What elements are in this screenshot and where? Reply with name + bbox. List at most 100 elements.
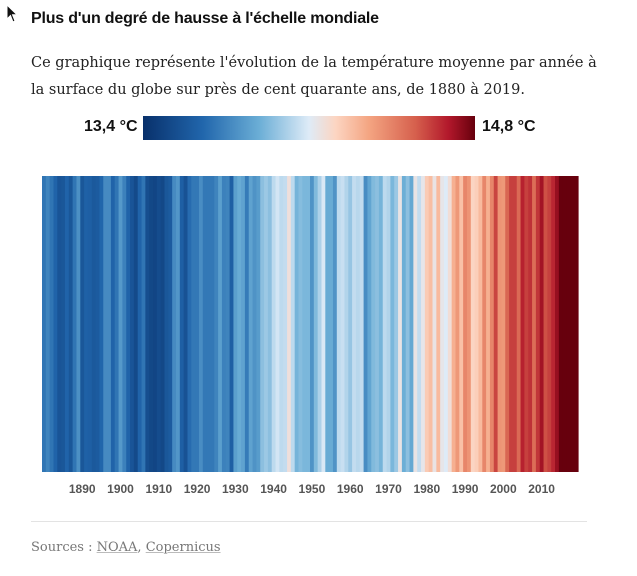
x-tick-label-1920: 1920 (184, 482, 211, 496)
stripe-1927 (221, 176, 227, 472)
stripe-1970 (386, 176, 391, 472)
stripe-1937 (260, 176, 265, 472)
stripe-1959 (344, 176, 349, 472)
stripe-1920 (195, 176, 200, 472)
stripe-1943 (283, 176, 288, 472)
stripe-1904 (133, 176, 139, 472)
x-tick-label-1910: 1910 (145, 482, 172, 496)
stripe-1892 (87, 176, 93, 472)
stripe-1919 (191, 176, 196, 472)
stripe-1906 (141, 176, 146, 472)
stripe-1898 (110, 176, 116, 472)
stripe-1921 (198, 176, 204, 472)
stripe-1888 (72, 176, 78, 472)
stripe-1984 (440, 176, 445, 472)
x-tick-label-1940: 1940 (260, 482, 287, 496)
stripe-1940 (271, 176, 277, 472)
stripe-1952 (317, 176, 323, 472)
stripe-2016 (562, 176, 568, 472)
stripe-1928 (225, 176, 231, 472)
stripe-1931 (237, 176, 242, 472)
x-tick-label-2010: 2010 (528, 482, 555, 496)
stripe-1971 (390, 176, 395, 472)
stripe-1908 (149, 176, 154, 472)
stripe-1996 (486, 176, 491, 472)
stripe-1932 (241, 176, 246, 472)
stripe-1990 (463, 176, 468, 472)
stripe-1913 (168, 176, 173, 472)
stripe-1909 (153, 176, 158, 472)
stripe-1985 (444, 176, 449, 472)
stripe-1993 (474, 176, 480, 472)
stripe-1883 (53, 176, 58, 472)
stripe-1942 (279, 176, 284, 472)
stripe-1950 (310, 176, 315, 472)
stripe-1973 (398, 176, 403, 472)
stripes (42, 176, 579, 472)
stripe-1895 (99, 176, 104, 472)
x-tick-label-1890: 1890 (69, 482, 96, 496)
stripe-1972 (394, 176, 399, 472)
stripe-1891 (84, 176, 89, 472)
stripe-1915 (176, 176, 181, 472)
source-link-noaa[interactable]: NOAA (96, 540, 138, 555)
stripe-2003 (512, 176, 518, 472)
stripe-1901 (122, 176, 127, 472)
stripe-1991 (466, 176, 472, 472)
stripe-1954 (325, 176, 330, 472)
stripe-1974 (401, 176, 407, 472)
stripe-1975 (405, 176, 411, 472)
stripe-2017 (566, 176, 571, 472)
stripe-1956 (332, 176, 338, 472)
stripe-1994 (478, 176, 483, 472)
source-link-copernicus[interactable]: Copernicus (145, 540, 221, 555)
stripe-1976 (409, 176, 414, 472)
stripe-1917 (183, 176, 189, 472)
stripe-1960 (348, 176, 353, 472)
stripe-1910 (156, 176, 162, 472)
x-tick-label-1990: 1990 (452, 482, 479, 496)
stripe-2001 (505, 176, 510, 472)
color-scale-legend: 13,4 °C 14,8 °C (0, 116, 637, 142)
stripe-1978 (417, 176, 422, 472)
stripe-1938 (264, 176, 269, 472)
divider (31, 521, 587, 522)
stripe-1936 (256, 176, 261, 472)
stripe-2007 (528, 176, 533, 472)
stripe-1924 (210, 176, 215, 472)
stripe-1987 (451, 176, 457, 472)
scale-max-label: 14,8 °C (482, 118, 536, 135)
stripe-1925 (214, 176, 219, 472)
mouse-cursor-icon (6, 4, 19, 23)
stripe-1957 (336, 176, 342, 472)
stripe-2008 (532, 176, 537, 472)
x-tick-label-1900: 1900 (107, 482, 134, 496)
stripe-1912 (164, 176, 169, 472)
stripe-1966 (371, 176, 376, 472)
stripe-1902 (126, 176, 131, 472)
warming-stripes-chart: 1890 1900 1910 1920 1930 1940 1950 1960 1970 1980… (42, 176, 579, 496)
stripe-1889 (76, 176, 81, 472)
x-tick-label-1980: 1980 (413, 482, 440, 496)
sources-separator: , (137, 540, 146, 555)
stripe-1963 (359, 176, 365, 472)
stripe-1983 (436, 176, 441, 472)
stripe-1944 (287, 176, 292, 472)
x-tick-label-1960: 1960 (337, 482, 364, 496)
stripe-1930 (233, 176, 238, 472)
stripe-1939 (267, 176, 273, 472)
scale-min-label: 13,4 °C (84, 118, 138, 135)
stripe-1982 (432, 176, 437, 472)
stripe-2013 (551, 176, 556, 472)
stripe-1897 (107, 176, 112, 472)
stripe-1881 (45, 176, 51, 472)
sources-line: Sources : NOAA, Copernicus (31, 540, 221, 555)
stripe-1981 (428, 176, 434, 472)
stripe-1989 (459, 176, 464, 472)
stripe-1977 (413, 176, 418, 472)
stripe-1899 (114, 176, 120, 472)
x-tick-label-1970: 1970 (375, 482, 402, 496)
stripe-1969 (382, 176, 388, 472)
scale-gradient-bar (143, 116, 475, 140)
stripe-2019 (574, 176, 579, 472)
